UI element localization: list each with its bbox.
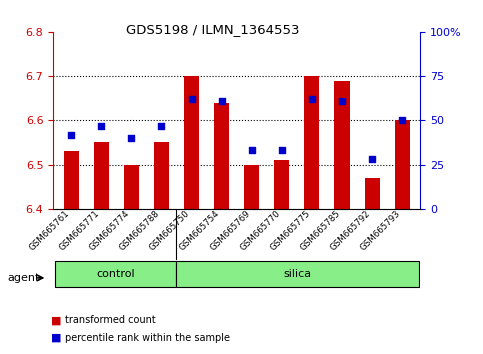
Text: transformed count: transformed count [65,315,156,325]
Text: agent: agent [7,273,40,283]
Point [248,148,256,153]
Text: GSM665774: GSM665774 [88,209,131,252]
Text: GSM665761: GSM665761 [28,209,71,252]
Text: GDS5198 / ILMN_1364553: GDS5198 / ILMN_1364553 [126,23,299,36]
Bar [64,152,79,209]
Text: GSM665793: GSM665793 [358,209,402,252]
Bar [274,160,289,209]
Text: ■: ■ [51,315,61,325]
Text: GSM665785: GSM665785 [298,209,342,252]
Bar [214,103,229,209]
Text: GSM665770: GSM665770 [238,209,282,252]
Text: GSM665769: GSM665769 [208,209,252,252]
Bar [124,165,139,209]
Text: ■: ■ [51,333,61,343]
Text: GSM665771: GSM665771 [57,209,101,252]
Text: GSM665750: GSM665750 [148,209,192,252]
Point [278,148,285,153]
Bar [334,81,350,209]
Point [368,156,376,162]
Text: percentile rank within the sample: percentile rank within the sample [65,333,230,343]
Point [338,98,346,104]
Text: GSM665788: GSM665788 [118,209,161,252]
Bar [244,165,259,209]
Point [218,98,226,104]
Bar [184,76,199,209]
Bar [365,178,380,209]
Bar [154,143,169,209]
Point [98,123,105,129]
Point [188,96,196,102]
FancyBboxPatch shape [55,261,176,287]
FancyBboxPatch shape [176,261,419,287]
Point [308,96,316,102]
Bar [304,76,319,209]
Point [398,118,406,123]
Bar [94,143,109,209]
Text: GSM665792: GSM665792 [328,209,372,252]
Bar [395,120,410,209]
Text: control: control [96,269,135,279]
Text: GSM665775: GSM665775 [268,209,312,252]
Point [67,132,75,137]
Point [128,135,135,141]
Point [157,123,165,129]
Text: silica: silica [284,269,312,279]
Text: GSM665754: GSM665754 [178,209,222,252]
